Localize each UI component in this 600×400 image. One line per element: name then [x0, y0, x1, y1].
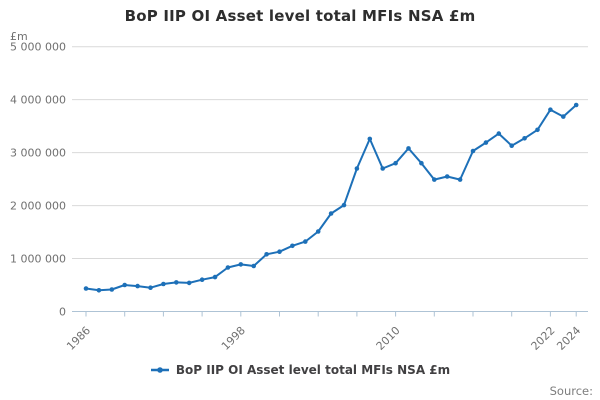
data-point[interactable]: [509, 143, 514, 148]
data-point[interactable]: [315, 229, 321, 234]
data-point[interactable]: [122, 282, 127, 288]
data-point[interactable]: [406, 146, 411, 151]
data-point[interactable]: [470, 148, 476, 154]
data-point[interactable]: [548, 107, 553, 112]
x-axis: [72, 311, 588, 317]
x-tick-label: 2022: [529, 324, 558, 353]
data-point[interactable]: [535, 127, 540, 133]
data-point[interactable]: [561, 114, 566, 119]
y-axis-tick-labels: 0 1 000 000 2 000 000 3 000 000 4 000 000 5 0…: [10, 41, 66, 319]
data-point[interactable]: [483, 140, 489, 145]
y-tick-label: 4 000 000: [10, 94, 66, 107]
data-point[interactable]: [367, 136, 373, 142]
data-point[interactable]: [393, 160, 398, 166]
data-point[interactable]: [251, 263, 256, 269]
data-point[interactable]: [225, 265, 231, 270]
source-label: Source:: [549, 384, 593, 398]
data-point[interactable]: [496, 131, 502, 136]
x-tick-label: 1998: [219, 324, 248, 353]
data-point[interactable]: [186, 280, 192, 286]
x-tick-label: 2010: [374, 324, 403, 353]
data-point[interactable]: [174, 280, 179, 285]
y-tick-label: 2 000 000: [10, 200, 66, 213]
chart-title: BoP IIP OI Asset level total MFIs NSA £m: [124, 7, 476, 25]
data-point[interactable]: [148, 285, 153, 291]
data-series[interactable]: [83, 102, 579, 293]
data-point[interactable]: [199, 277, 205, 283]
data-point[interactable]: [444, 174, 450, 179]
data-point[interactable]: [354, 166, 360, 171]
data-point[interactable]: [573, 102, 579, 108]
data-point[interactable]: [238, 262, 244, 267]
data-point[interactable]: [432, 177, 437, 182]
y-tick-label: 5 000 000: [10, 41, 66, 54]
data-point[interactable]: [380, 166, 386, 171]
data-point[interactable]: [212, 274, 218, 280]
legend-marker-icon: [150, 367, 169, 373]
y-axis-unit-label: £m: [10, 30, 28, 43]
data-point[interactable]: [109, 287, 115, 292]
x-tick-label: 1986: [64, 324, 93, 353]
data-point[interactable]: [161, 281, 166, 287]
y-tick-label: 0: [59, 306, 66, 319]
series-line[interactable]: [85, 104, 578, 292]
x-tick-label: 2024: [554, 324, 583, 353]
data-point[interactable]: [96, 288, 102, 293]
data-point[interactable]: [522, 136, 527, 141]
legend-label: BoP IIP OI Asset level total MFIs NSA £m: [175, 363, 451, 377]
data-point[interactable]: [419, 160, 424, 166]
legend-item[interactable]: BoP IIP OI Asset level total MFIs NSA £m: [0, 363, 600, 377]
data-point[interactable]: [341, 202, 347, 208]
data-point[interactable]: [264, 252, 269, 257]
data-point[interactable]: [135, 283, 140, 289]
data-point[interactable]: [290, 243, 295, 249]
data-point[interactable]: [328, 211, 334, 216]
data-point[interactable]: [303, 239, 308, 244]
data-point[interactable]: [457, 177, 463, 182]
y-tick-label: 3 000 000: [10, 147, 66, 160]
data-point[interactable]: [277, 249, 282, 254]
y-tick-label: 1 000 000: [10, 253, 66, 266]
gridlines: [72, 46, 588, 312]
data-point[interactable]: [83, 286, 89, 291]
